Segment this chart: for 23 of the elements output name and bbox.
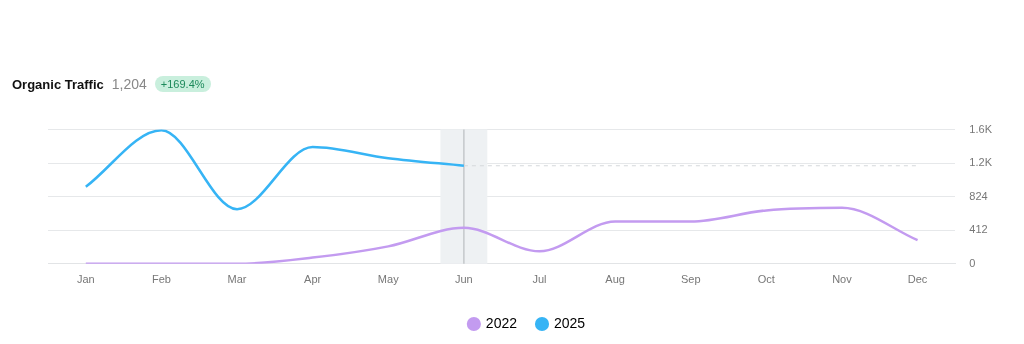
- y-tick-label: 1.2K: [969, 156, 993, 169]
- legend-label: 2025: [554, 314, 586, 331]
- x-tick-label: Jan: [76, 273, 95, 286]
- y-tick-label: 1.6K: [969, 122, 993, 135]
- text: +169.4%: [154, 76, 211, 92]
- x-tick-label: Sep: [680, 273, 701, 286]
- x-tick-label: Dec: [907, 273, 928, 286]
- x-tick-label: May: [377, 273, 400, 286]
- line-series: [84, 129, 466, 211]
- y-tick-label: 0: [969, 256, 976, 269]
- x-tick-label: Mar: [227, 273, 247, 286]
- x-tick-label: Feb: [151, 273, 171, 286]
- x-tick-label: Jul: [532, 273, 547, 286]
- x-tick-label: Oct: [757, 273, 775, 286]
- chart-title: Organic Traffic: [12, 76, 104, 92]
- x-tick-label: Apr: [304, 273, 322, 286]
- y-tick-label: 412: [969, 223, 988, 236]
- y-tick-label: 824: [969, 189, 988, 202]
- x-tick-label: Jun: [455, 273, 473, 286]
- chart-subtitle: 1,204: [111, 76, 147, 92]
- x-tick-label: Aug: [605, 273, 625, 286]
- legend-label: 2022: [485, 314, 518, 331]
- x-tick-label: Nov: [832, 273, 853, 286]
